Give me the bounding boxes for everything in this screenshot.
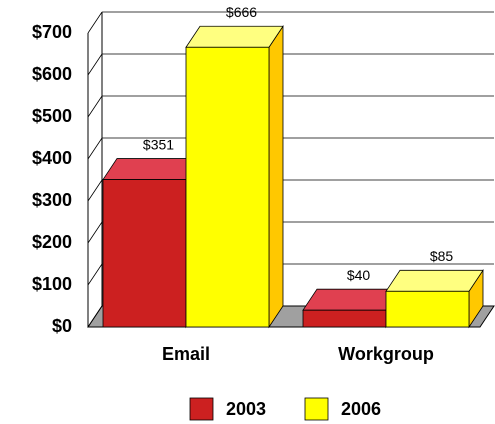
- value-label: $351: [143, 136, 174, 152]
- x-tick-label: Email: [162, 344, 210, 364]
- grid-diag: [87, 95, 103, 118]
- bar-front: [102, 179, 187, 328]
- grid-diag: [87, 53, 103, 76]
- bar-top: [185, 25, 284, 48]
- bar-top: [302, 288, 401, 311]
- bar-front: [185, 46, 270, 328]
- bar-front: [302, 309, 387, 328]
- legend-label: 2003: [226, 399, 266, 419]
- grid-diag: [87, 11, 103, 34]
- value-label: $666: [226, 4, 257, 20]
- bar-top: [385, 269, 484, 292]
- y-tick-label: $300: [32, 190, 72, 210]
- value-label: $40: [347, 267, 371, 283]
- bar: [385, 268, 484, 329]
- bar-top: [102, 158, 201, 180]
- grid-diag: [87, 305, 103, 328]
- bar: [185, 24, 284, 329]
- bar: [102, 157, 201, 329]
- legend-swatch: [189, 397, 214, 421]
- y-tick-label: $0: [52, 316, 72, 336]
- y-tick-label: $100: [32, 274, 72, 294]
- x-tick-label: Workgroup: [338, 344, 434, 364]
- legend-swatch: [304, 397, 329, 421]
- value-label: $85: [430, 248, 454, 264]
- y-tick-label: $400: [32, 148, 72, 168]
- bar-side: [268, 24, 284, 329]
- grid-diag: [87, 179, 103, 202]
- grid-diag: [87, 263, 103, 286]
- bar-front: [385, 290, 470, 328]
- y-tick-label: $700: [32, 22, 72, 42]
- grid-diag: [87, 137, 103, 160]
- grid-diag: [87, 221, 103, 244]
- bar: [302, 287, 401, 329]
- y-tick-label: $200: [32, 232, 72, 252]
- y-tick-label: $600: [32, 64, 72, 84]
- y-tick-label: $500: [32, 106, 72, 126]
- legend-label: 2006: [341, 399, 381, 419]
